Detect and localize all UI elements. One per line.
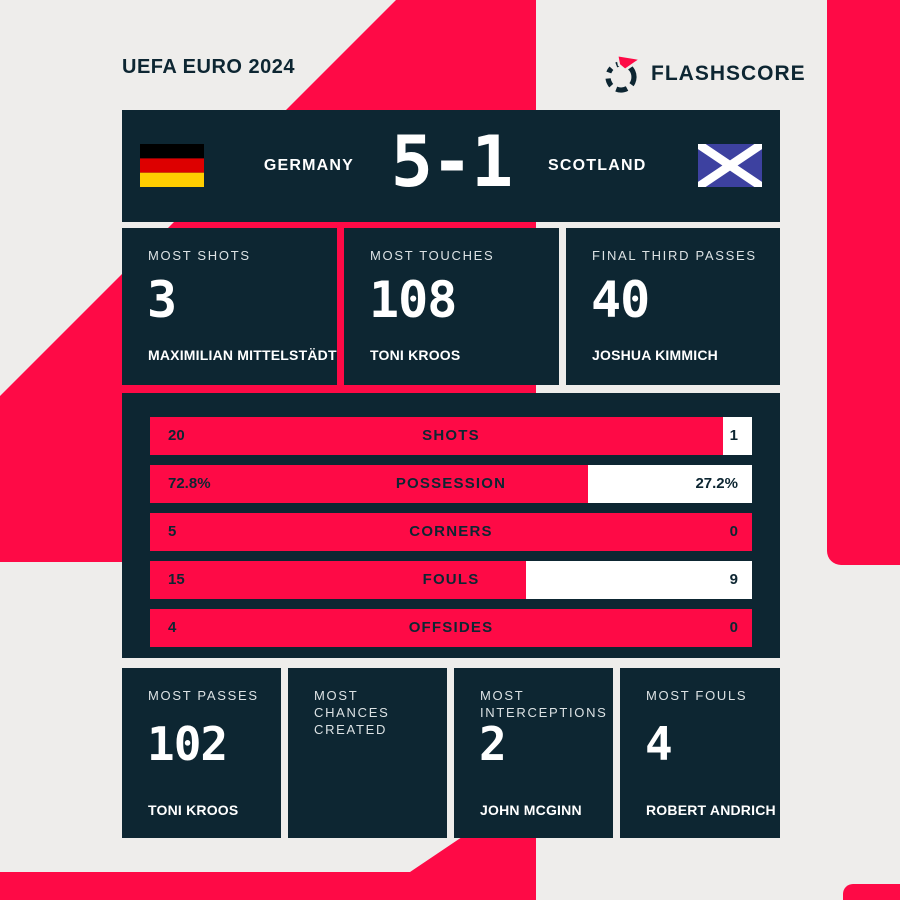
stat-card-most-passes: MOST PASSES 102 TONI KROOS [122, 668, 281, 838]
scoreboard-panel: GERMANY 5-1 SCOTLAND [122, 110, 780, 222]
stat-card-value: 40 [591, 271, 650, 329]
stat-card-label: MOST INTERCEPTIONS [480, 688, 608, 720]
match-score: 5-1 [390, 121, 513, 203]
stat-card-player: TONI KROOS [370, 347, 461, 363]
stat-card-label: MOST CHANCES CREATED [314, 688, 390, 737]
away-team-name: SCOTLAND [548, 157, 647, 174]
stat-card-label: MOST PASSES [148, 688, 259, 703]
bg-corner-shape [843, 884, 900, 900]
stat-card-player: JOSHUA KIMMICH [592, 347, 718, 363]
scotland-flag-icon [698, 144, 762, 187]
stat-bar-corners: 5 CORNERS 0 [150, 513, 752, 551]
competition-title: UEFA EURO 2024 [122, 56, 295, 78]
bg-right-band-shape [827, 0, 900, 565]
away-bar-segment [588, 465, 752, 503]
home-bar-segment [150, 465, 589, 503]
match-stats-bars-panel: 20 SHOTS 1 72.8% POSSESSION 27.2% 5 CORN… [122, 393, 780, 658]
home-bar-segment [150, 561, 527, 599]
flashscore-wordmark: FLASHSCORE [651, 62, 806, 85]
stat-label: FOULS [422, 571, 480, 588]
stat-card-most-fouls: MOST FOULS 4 ROBERT ANDRICH [620, 668, 780, 838]
stat-card-label: MOST FOULS [646, 688, 748, 703]
bg-bottom-ribbon-shape [0, 837, 536, 900]
stat-label: POSSESSION [395, 475, 507, 492]
stat-card-most-shots: MOST SHOTS 3 MAXIMILIAN MITTELSTÄDT [122, 228, 337, 385]
stat-label: OFFSIDES [408, 619, 494, 636]
stat-card-label: MOST SHOTS [148, 248, 251, 263]
home-stat-value: 15 [168, 571, 185, 588]
home-stat-value: 4 [168, 619, 177, 636]
stat-card-most-chances-created: MOST CHANCES CREATED [288, 668, 447, 838]
stat-card-player: JOHN MCGINN [480, 802, 582, 818]
away-stat-value: 27.2% [695, 475, 738, 492]
stat-card-player: MAXIMILIAN MITTELSTÄDT [148, 347, 337, 363]
home-bar-segment [150, 609, 752, 647]
home-bar-segment [150, 513, 752, 551]
stat-bar-possession: 72.8% POSSESSION 27.2% [150, 465, 752, 503]
stat-label: SHOTS [422, 427, 480, 444]
stat-bar-offsides: 4 OFFSIDES 0 [150, 609, 752, 647]
stat-card-most-touches: MOST TOUCHES 108 TONI KROOS [344, 228, 559, 385]
stat-bar-shots: 20 SHOTS 1 [150, 417, 752, 455]
stat-card-player: TONI KROOS [148, 802, 239, 818]
stat-card-most-interceptions: MOST INTERCEPTIONS 2 JOHN MCGINN [454, 668, 613, 838]
stat-card-final-third-passes: FINAL THIRD PASSES 40 JOSHUA KIMMICH [566, 228, 780, 385]
away-stat-value: 0 [729, 619, 738, 636]
stat-card-value: 2 [479, 717, 507, 771]
away-bar-segment [526, 561, 752, 599]
away-stat-value: 0 [729, 523, 738, 540]
flashscore-dial-icon [604, 54, 642, 94]
stat-card-label: FINAL THIRD PASSES [592, 248, 757, 263]
stat-card-value: 4 [645, 717, 673, 771]
home-stat-value: 5 [168, 523, 177, 540]
flashscore-logo: FLASHSCORE [604, 54, 806, 94]
home-bar-segment [150, 417, 724, 455]
stat-card-value: 3 [147, 271, 177, 329]
stat-card-value: 102 [147, 717, 228, 771]
home-team-name: GERMANY [263, 157, 354, 174]
stat-bar-fouls: 15 FOULS 9 [150, 561, 752, 599]
stat-card-value: 108 [369, 271, 457, 329]
stat-card-player: ROBERT ANDRICH [646, 802, 776, 818]
away-stat-value: 9 [729, 571, 738, 588]
stat-card-label: MOST TOUCHES [370, 248, 495, 263]
home-stat-value: 72.8% [168, 475, 211, 492]
away-bar-segment [723, 417, 752, 455]
germany-flag-icon [140, 144, 204, 187]
away-stat-value: 1 [729, 427, 738, 444]
home-stat-value: 20 [168, 427, 185, 444]
stat-label: CORNERS [409, 523, 493, 540]
